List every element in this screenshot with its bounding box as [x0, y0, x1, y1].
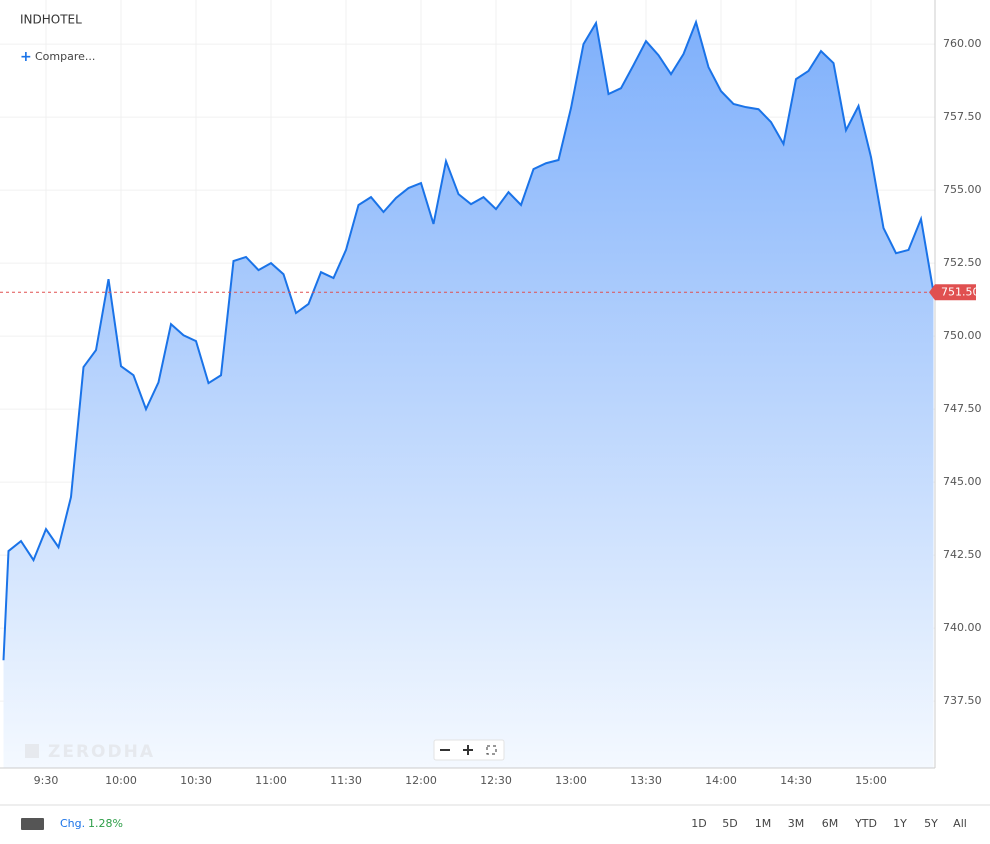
y-tick-label: 755.00 [943, 183, 982, 196]
keyboard-icon[interactable] [21, 818, 44, 830]
x-tick-label: 10:30 [180, 774, 212, 787]
x-tick-label: 9:30 [34, 774, 59, 787]
y-tick-label: 757.50 [943, 110, 982, 123]
last-price-tag [929, 284, 976, 301]
x-tick-label: 14:00 [705, 774, 737, 787]
change-value: 1.28% [88, 817, 123, 830]
x-tick-label: 12:00 [405, 774, 437, 787]
area-fill [3, 22, 934, 768]
range-button[interactable]: 5Y [924, 817, 938, 830]
symbol-title: INDHOTEL [20, 13, 82, 27]
range-button[interactable]: YTD [854, 817, 877, 830]
x-tick-label: 15:00 [855, 774, 887, 787]
change-label: Chg. [60, 817, 85, 830]
x-tick-label: 11:00 [255, 774, 287, 787]
compare-icon[interactable]: + [20, 49, 32, 65]
watermark-logo [25, 744, 39, 758]
range-button[interactable]: All [953, 817, 967, 830]
range-button[interactable]: 1Y [893, 817, 907, 830]
y-tick-label: 750.00 [943, 329, 982, 342]
y-tick-label: 760.00 [943, 37, 982, 50]
y-tick-label: 737.50 [943, 694, 982, 707]
x-tick-label: 13:30 [630, 774, 662, 787]
x-tick-label: 10:00 [105, 774, 137, 787]
y-tick-label: 742.50 [943, 548, 982, 561]
x-tick-label: 13:00 [555, 774, 587, 787]
range-button[interactable]: 1D [691, 817, 706, 830]
range-button[interactable]: 5D [722, 817, 737, 830]
y-tick-label: 747.50 [943, 402, 982, 415]
x-tick-label: 12:30 [480, 774, 512, 787]
last-price-label: 751.50 [941, 285, 980, 298]
x-tick-label: 14:30 [780, 774, 812, 787]
y-tick-label: 740.00 [943, 621, 982, 634]
y-tick-label: 745.00 [943, 475, 982, 488]
range-button[interactable]: 6M [822, 817, 839, 830]
price-line [2, 19, 935, 661]
fullscreen[interactable] [486, 745, 497, 755]
range-button[interactable]: 1M [755, 817, 772, 830]
y-tick-label: 752.50 [943, 256, 982, 269]
x-tick-label: 11:30 [330, 774, 362, 787]
range-button[interactable]: 3M [788, 817, 805, 830]
watermark: ZERODHA [48, 742, 155, 762]
compare-button[interactable]: Compare... [35, 50, 95, 63]
